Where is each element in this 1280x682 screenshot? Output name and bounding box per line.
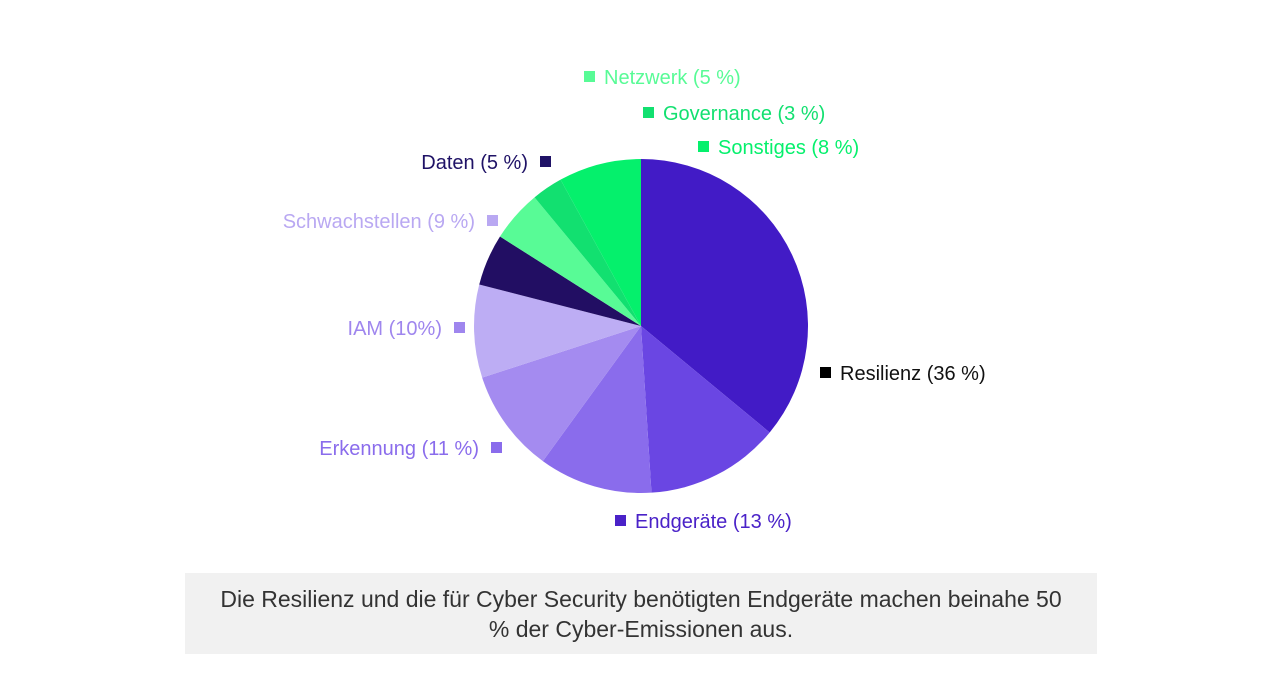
slice-label-group: Erkennung (11 %) <box>319 438 502 460</box>
pie-slice <box>479 236 641 326</box>
legend-marker <box>820 367 831 378</box>
slice-label-group: Sonstiges (8 %) <box>698 137 859 159</box>
pie-slice <box>500 197 641 326</box>
legend-marker <box>584 71 595 82</box>
slice-label: Daten (5 %) <box>421 152 528 174</box>
pie-chart: Resilienz (36 %) Endgeräte (13 %) Erkennun… <box>283 67 986 533</box>
pie-slice <box>641 326 770 493</box>
slice-label: Endgeräte (13 %) <box>635 511 792 533</box>
legend-marker <box>454 322 465 333</box>
legend-marker <box>540 156 551 167</box>
legend-marker <box>615 515 626 526</box>
chart-caption: Die Resilienz und die für Cyber Security… <box>220 585 1062 642</box>
slice-label: Schwachstellen (9 %) <box>283 211 475 233</box>
pie-labels: Resilienz (36 %) Endgeräte (13 %) Erkennun… <box>283 67 986 533</box>
caption-box: Die Resilienz und die für Cyber Security… <box>185 573 1097 654</box>
slice-label: Erkennung (11 %) <box>319 438 479 460</box>
pie-slice <box>560 159 641 326</box>
slice-label: Netzwerk (5 %) <box>604 67 741 89</box>
slice-label-group: Schwachstellen (9 %) <box>283 211 498 233</box>
pie-slice <box>534 179 641 326</box>
slice-label-group: Netzwerk (5 %) <box>584 67 741 89</box>
slice-label: Resilienz (36 %) <box>840 363 986 385</box>
pie-slice <box>482 326 641 462</box>
slice-label: Governance (3 %) <box>663 103 825 125</box>
slice-label: Sonstiges (8 %) <box>718 137 859 159</box>
pie-slice <box>641 158 809 433</box>
slice-label-group: IAM (10%) <box>348 318 465 340</box>
slice-label-group: Resilienz (36 %) <box>820 363 986 385</box>
legend-marker <box>491 442 502 453</box>
pie-slice <box>473 284 641 378</box>
slice-label: IAM (10%) <box>348 318 442 340</box>
slice-label-group: Governance (3 %) <box>643 103 825 125</box>
legend-marker <box>487 215 498 226</box>
slice-label-group: Endgeräte (13 %) <box>615 511 792 533</box>
pie-slice <box>542 326 652 494</box>
legend-marker <box>643 107 654 118</box>
legend-marker <box>698 141 709 152</box>
pie-slices <box>473 158 809 494</box>
slice-label-group: Daten (5 %) <box>421 152 551 174</box>
